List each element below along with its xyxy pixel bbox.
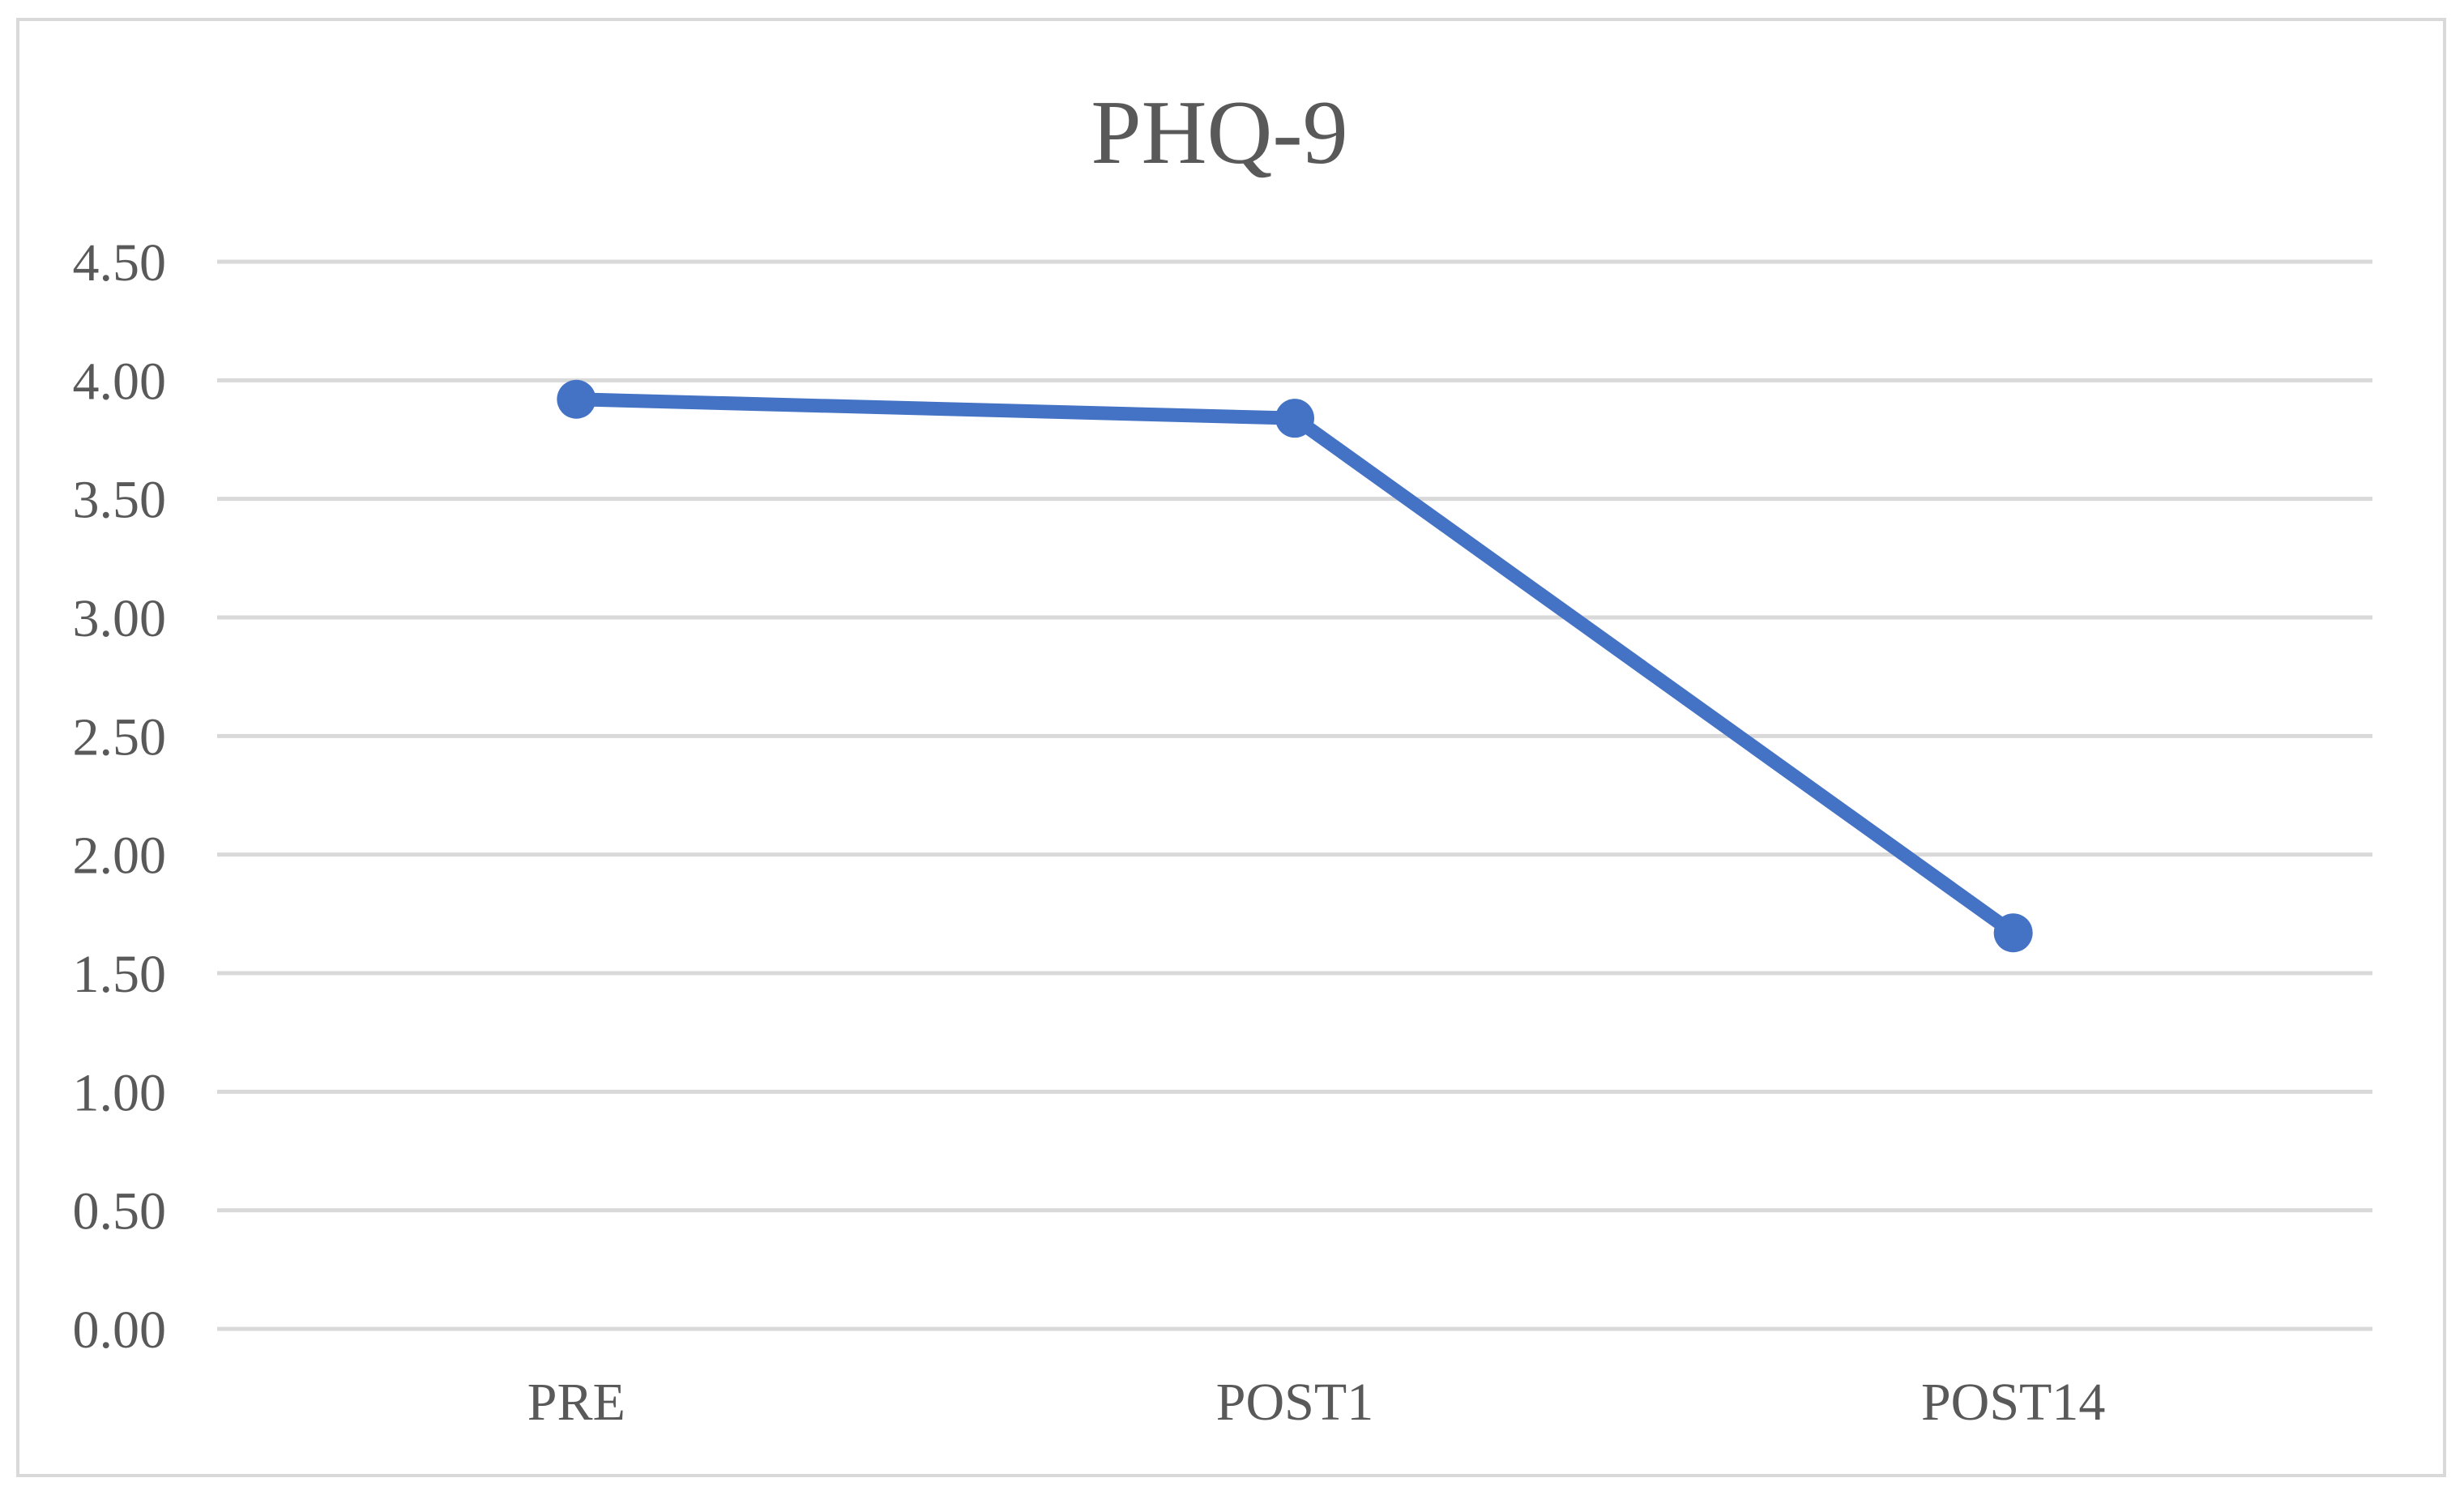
y-tick-label: 2.50 xyxy=(73,707,167,767)
y-tick-label: 2.00 xyxy=(73,827,167,886)
y-tick-label: 3.00 xyxy=(73,589,167,648)
y-tick-label: 3.50 xyxy=(73,471,167,530)
x-axis-tick-labels: PRE POST1 POST14 xyxy=(527,1373,2106,1432)
y-axis-tick-labels: 0.00 0.50 1.00 1.50 2.00 2.50 3.00 3.50 4.00 4.50 xyxy=(73,233,167,1360)
y-tick-label: 1.50 xyxy=(73,945,167,1004)
x-tick-label: PRE xyxy=(527,1373,626,1432)
y-tick-label: 4.50 xyxy=(73,233,167,293)
x-tick-label: POST14 xyxy=(1921,1373,2105,1432)
y-tick-label: 1.00 xyxy=(73,1063,167,1122)
data-point-marker xyxy=(1993,913,2033,953)
y-tick-label: 4.00 xyxy=(73,352,167,411)
chart-title: PHQ-9 xyxy=(1091,83,1347,183)
data-series xyxy=(557,379,2033,953)
y-tick-label: 0.50 xyxy=(73,1182,167,1241)
data-point-marker xyxy=(1275,399,1314,438)
y-tick-label: 0.00 xyxy=(73,1301,167,1360)
x-tick-label: POST1 xyxy=(1216,1373,1373,1432)
data-point-marker xyxy=(557,379,596,419)
